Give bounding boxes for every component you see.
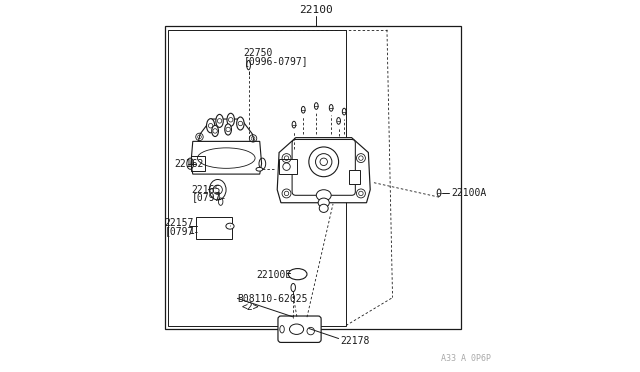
Bar [191, 156, 205, 171]
Text: [0797-: [0797- [191, 192, 227, 202]
Ellipse shape [256, 167, 262, 171]
Ellipse shape [216, 115, 223, 128]
Ellipse shape [226, 223, 234, 229]
Text: <2>: <2> [241, 302, 259, 312]
Text: 1: 1 [216, 192, 221, 202]
Text: 1: 1 [189, 226, 195, 235]
Ellipse shape [280, 326, 284, 333]
Ellipse shape [318, 198, 330, 208]
FancyBboxPatch shape [278, 316, 321, 342]
Text: [0797-: [0797- [164, 226, 200, 235]
Ellipse shape [314, 103, 318, 109]
Text: A33 A 0P6P: A33 A 0P6P [441, 354, 491, 363]
Polygon shape [277, 138, 370, 203]
Bar [349, 170, 360, 184]
Text: 22100: 22100 [300, 5, 333, 15]
Bar [196, 217, 232, 239]
Ellipse shape [301, 106, 305, 113]
Ellipse shape [212, 125, 218, 137]
Bar [164, 26, 461, 329]
Text: B08110-62025: B08110-62025 [237, 295, 308, 304]
Circle shape [320, 158, 328, 166]
Polygon shape [198, 119, 254, 141]
Text: 22165: 22165 [191, 185, 221, 195]
Ellipse shape [291, 283, 296, 292]
Text: [0996-0797]: [0996-0797] [244, 56, 308, 66]
Bar [279, 159, 297, 174]
Text: 22750: 22750 [244, 48, 273, 58]
Ellipse shape [437, 189, 441, 196]
FancyBboxPatch shape [292, 140, 355, 195]
Text: 22100E: 22100E [256, 270, 291, 280]
Text: 22100A: 22100A [451, 189, 486, 198]
Text: 22178: 22178 [340, 337, 370, 346]
Ellipse shape [337, 118, 340, 124]
Bar [168, 30, 346, 326]
Ellipse shape [207, 119, 215, 133]
Ellipse shape [209, 180, 226, 200]
Ellipse shape [342, 108, 346, 115]
Circle shape [309, 147, 339, 177]
Ellipse shape [225, 124, 232, 135]
Text: 22157: 22157 [164, 218, 194, 228]
Text: 22162: 22162 [174, 160, 204, 169]
Ellipse shape [319, 204, 328, 212]
Ellipse shape [237, 117, 244, 130]
Ellipse shape [227, 113, 234, 126]
Ellipse shape [316, 190, 331, 201]
Ellipse shape [330, 105, 333, 111]
Ellipse shape [292, 121, 296, 128]
